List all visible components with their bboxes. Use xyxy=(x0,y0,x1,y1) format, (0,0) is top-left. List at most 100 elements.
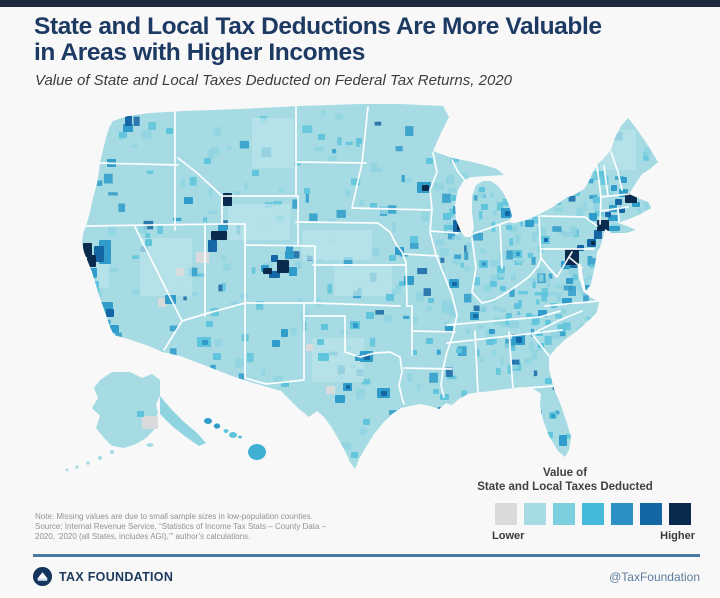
county-patch xyxy=(571,431,580,440)
brand-name: TAX FOUNDATION xyxy=(59,569,174,584)
county-patch xyxy=(517,311,521,316)
metro-highlight-med xyxy=(389,255,396,261)
county-patch xyxy=(464,293,472,303)
metro-highlight-strong xyxy=(94,246,104,262)
county-patch xyxy=(640,337,648,346)
metro-highlight-med xyxy=(479,187,485,192)
county-patch xyxy=(568,266,573,276)
county-patch xyxy=(518,291,528,295)
county-patch xyxy=(421,424,427,428)
metro-highlight-med xyxy=(547,432,553,438)
county-patch xyxy=(447,187,456,193)
county-patch xyxy=(596,431,605,440)
county-patch xyxy=(389,288,396,296)
county-patch xyxy=(477,187,486,198)
county-patch xyxy=(620,344,627,351)
county-patch xyxy=(441,300,452,311)
county-patch xyxy=(217,383,222,391)
county-patch xyxy=(649,144,656,149)
metro-highlight-med xyxy=(486,338,494,345)
metro-highlight-light xyxy=(600,130,636,170)
county-patch xyxy=(388,416,394,421)
metro-highlight-gray xyxy=(158,298,167,307)
county-patch xyxy=(510,346,516,351)
county-patch xyxy=(563,285,573,291)
county-patch xyxy=(241,394,250,402)
county-patch xyxy=(533,194,539,198)
county-patch xyxy=(493,149,498,159)
county-patch xyxy=(108,192,118,196)
county-patch xyxy=(569,270,577,278)
metro-highlight-light xyxy=(312,338,364,382)
county-patch xyxy=(327,283,333,294)
county-patch xyxy=(517,202,523,210)
county-patch xyxy=(485,146,491,156)
county-patch xyxy=(592,258,597,266)
county-patch xyxy=(210,441,218,448)
county-patch xyxy=(442,193,451,203)
county-patch xyxy=(456,147,466,152)
county-patch xyxy=(637,419,645,426)
county-patch xyxy=(395,146,403,152)
county-patch xyxy=(572,354,576,365)
metro-highlight-mid xyxy=(453,206,461,214)
county-patch xyxy=(327,438,337,444)
county-patch xyxy=(586,170,595,178)
county-patch xyxy=(531,315,539,326)
county-patch xyxy=(449,311,458,318)
county-patch xyxy=(562,232,572,237)
county-patch xyxy=(285,420,292,426)
county-patch xyxy=(607,322,615,330)
county-patch xyxy=(615,307,626,311)
county-patch xyxy=(532,216,539,224)
metro-highlight-navy xyxy=(565,249,579,265)
county-patch xyxy=(398,408,409,417)
county-patch xyxy=(447,375,457,380)
county-patch xyxy=(169,325,178,332)
county-patch xyxy=(412,316,418,323)
metro-highlight-mid xyxy=(89,268,97,278)
county-patch xyxy=(389,410,397,415)
metro-highlight-med xyxy=(166,128,173,134)
county-patch xyxy=(522,113,530,124)
county-patch xyxy=(616,241,624,247)
county-patch xyxy=(375,310,384,315)
county-patch xyxy=(602,262,610,268)
metro-highlight-med xyxy=(145,239,152,246)
county-patch xyxy=(500,269,505,278)
county-patch xyxy=(443,224,448,235)
county-patch xyxy=(576,327,583,335)
county-patch xyxy=(464,252,469,260)
county-patch xyxy=(572,403,582,410)
county-patch xyxy=(132,289,141,295)
county-patch xyxy=(446,222,452,227)
county-patch xyxy=(492,349,496,357)
note-line-2: Source: Internal Revenue Service, “Stati… xyxy=(35,522,327,531)
county-patch xyxy=(440,266,445,273)
county-patch xyxy=(588,317,593,321)
metro-highlight-mid xyxy=(620,177,627,183)
county-patch xyxy=(547,292,557,296)
metro-highlight-med xyxy=(535,420,541,426)
county-patch xyxy=(567,185,576,195)
county-patch xyxy=(96,127,104,135)
metro-highlight-gray xyxy=(326,386,335,394)
county-patch xyxy=(450,158,459,163)
county-patch xyxy=(654,371,658,382)
county-patch xyxy=(490,259,500,267)
county-patch xyxy=(510,199,514,209)
county-patch xyxy=(302,125,313,133)
metro-highlight-strong xyxy=(125,116,132,126)
county-patch xyxy=(103,173,113,184)
county-patch xyxy=(637,207,642,213)
county-patch xyxy=(535,268,544,273)
county-patch xyxy=(568,195,576,202)
county-patch xyxy=(600,175,609,185)
county-patch xyxy=(568,157,573,163)
county-patch xyxy=(84,308,95,318)
note-line-1: Note: Missing values are due to small sa… xyxy=(35,512,313,521)
county-patch xyxy=(522,148,533,154)
metro-highlight-med xyxy=(526,313,532,318)
county-patch xyxy=(336,209,346,218)
county-patch xyxy=(629,112,640,121)
